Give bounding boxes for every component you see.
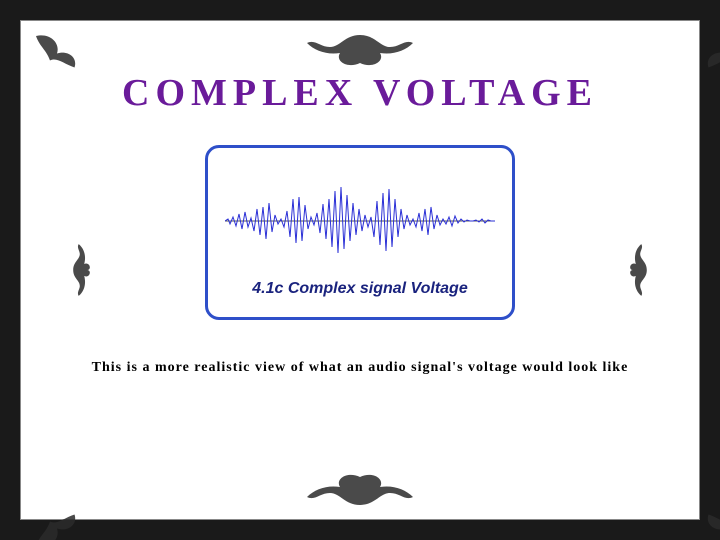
chart-caption: 4.1c Complex signal Voltage: [252, 280, 467, 298]
chart-card: 4.1c Complex signal Voltage: [205, 145, 515, 320]
slide-title: COMPLEX VOLTAGE: [122, 71, 598, 115]
flourish-right-icon: [627, 240, 649, 301]
flourish-corner-bl-icon: [29, 511, 92, 540]
flourish-top-icon: [285, 29, 435, 73]
flourish-corner-br-icon: [691, 511, 720, 540]
flourish-left-icon: [71, 240, 93, 301]
flourish-corner-tr-icon: [691, 29, 720, 71]
slide-frame: COMPLEX VOLTAGE 4.1c Complex signal Volt…: [20, 20, 700, 520]
slide-body-text: This is a more realistic view of what an…: [82, 360, 639, 376]
waveform-chart: [225, 169, 495, 274]
flourish-corner-tl-icon: [29, 29, 92, 71]
waveform-svg: [225, 169, 495, 274]
flourish-bottom-icon: [285, 467, 435, 511]
